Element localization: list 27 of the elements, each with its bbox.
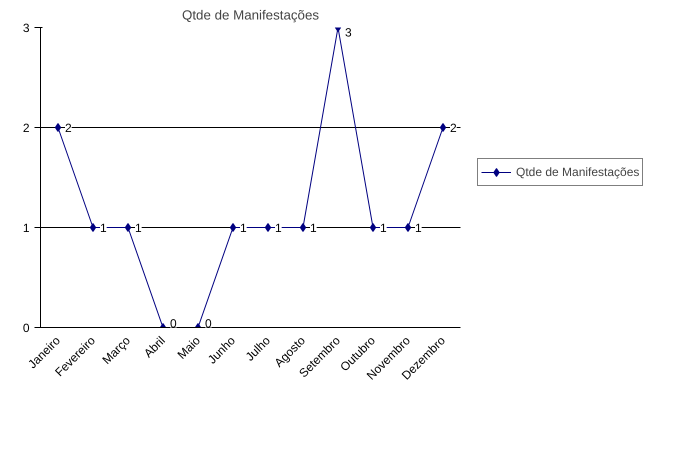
data-label: 2 xyxy=(450,121,457,135)
data-label: 1 xyxy=(240,221,247,235)
data-label: 1 xyxy=(100,221,107,235)
chart-title: Qtde de Manifestações xyxy=(182,8,320,22)
y-tick-label: 0 xyxy=(22,321,30,335)
data-label: 2 xyxy=(65,121,72,135)
y-tick-label: 2 xyxy=(22,121,30,135)
data-label: 3 xyxy=(345,26,352,40)
y-tick-label: 1 xyxy=(22,221,30,235)
data-label: 0 xyxy=(205,316,212,330)
point xyxy=(54,123,62,132)
point xyxy=(90,223,96,232)
legend-label: Qtde de Manifestações xyxy=(516,165,640,179)
data-label: 1 xyxy=(415,221,422,235)
point xyxy=(124,223,132,232)
data-label: 1 xyxy=(275,221,282,235)
point xyxy=(300,223,306,232)
point xyxy=(370,223,376,232)
data-label: 1 xyxy=(310,221,317,235)
y-tick-label: 3 xyxy=(22,21,30,35)
data-label: 1 xyxy=(135,221,142,235)
data-label: 0 xyxy=(170,316,177,330)
point xyxy=(230,223,236,232)
point xyxy=(264,223,272,232)
point xyxy=(404,223,412,232)
point xyxy=(440,123,446,132)
data-label: 1 xyxy=(380,221,387,235)
